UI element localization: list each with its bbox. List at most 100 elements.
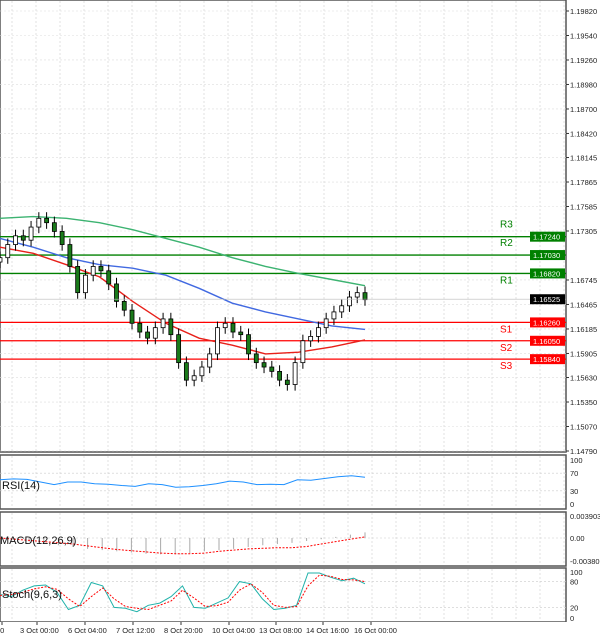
- price-tick-label: 1.17305: [570, 227, 597, 236]
- candle: [316, 321, 321, 343]
- candle-body: [106, 270, 112, 285]
- candle-body: [176, 334, 182, 364]
- candle-body: [28, 226, 34, 241]
- candle: [145, 325, 150, 345]
- candle: [308, 330, 314, 347]
- candle-body: [347, 296, 352, 307]
- candle-body: [114, 283, 119, 302]
- candle-body: [300, 340, 306, 364]
- rsi-tick-label: 30: [570, 487, 578, 496]
- candle: [323, 312, 329, 334]
- candle: [160, 312, 166, 334]
- candle-body: [316, 327, 321, 337]
- candle: [246, 328, 251, 361]
- current-price-box: [530, 294, 565, 305]
- candle-body: [331, 311, 337, 320]
- level-price-box: [530, 268, 565, 279]
- candle-body: [129, 309, 135, 324]
- candle-body: [67, 244, 73, 267]
- candle: [51, 216, 57, 238]
- time-tick-label: 16 Oct 00:00: [354, 626, 397, 635]
- candle: [261, 356, 267, 374]
- candle: [300, 334, 306, 369]
- candle: [207, 347, 213, 374]
- macd-signal-line: [0, 536, 366, 555]
- candle-body: [253, 353, 259, 364]
- price-tick-label: 1.18420: [570, 129, 597, 138]
- candle: [354, 286, 360, 304]
- stoch-tick-label: 80: [570, 578, 578, 587]
- price-tick-label: 1.15070: [570, 423, 597, 432]
- candle-body: [98, 266, 104, 272]
- rsi-label: RSI(14): [2, 480, 40, 492]
- candle-body: [5, 244, 11, 259]
- macd-tick-label: 0.00: [570, 534, 585, 543]
- moving-average-line: [0, 215, 366, 287]
- candle: [152, 321, 158, 345]
- level-price-label: 1.17030: [533, 251, 560, 260]
- stoch-tick-label: 100: [570, 568, 583, 577]
- time-tick-label: 8 Oct 20:00: [164, 626, 203, 635]
- stoch-main-line: [0, 572, 366, 613]
- candle: [106, 264, 112, 291]
- candle: [230, 317, 236, 339]
- level-price-label: 1.16260: [533, 318, 560, 327]
- candle-body: [83, 274, 88, 294]
- price-tick-label: 1.18145: [570, 154, 597, 163]
- candle-body: [323, 318, 329, 329]
- candle-body: [269, 366, 275, 372]
- candle-body: [0, 257, 3, 263]
- candle-body: [20, 235, 26, 241]
- rsi-tick-label: 70: [570, 469, 578, 478]
- candle: [168, 312, 174, 341]
- price-tick-label: 1.16465: [570, 300, 597, 309]
- candle: [222, 317, 228, 334]
- candle: [114, 277, 119, 308]
- candle: [5, 238, 11, 264]
- time-tick-label: 14 Oct 16:00: [306, 626, 349, 635]
- level-price-label: 1.17240: [533, 233, 560, 242]
- candle: [137, 317, 143, 339]
- candle: [238, 325, 244, 341]
- level-name-label: S2: [500, 343, 513, 354]
- rsi-line: [0, 475, 366, 488]
- rsi-tick-label: 100: [570, 456, 583, 465]
- macd-tick-label: -0.003807: [570, 557, 600, 566]
- level-price-box: [530, 335, 565, 346]
- candle-body: [191, 375, 197, 381]
- candle: [98, 260, 104, 277]
- level-price-label: 1.16820: [533, 269, 560, 278]
- candle: [13, 229, 18, 251]
- price-tick-label: 1.19540: [570, 31, 597, 40]
- candle-body: [75, 266, 81, 294]
- price-tick-label: 1.18700: [570, 105, 597, 114]
- candle-body: [207, 353, 213, 368]
- candle: [176, 328, 182, 369]
- candle-body: [44, 217, 49, 224]
- time-tick-label: 6 Oct 04:00: [68, 626, 107, 635]
- candle-body: [168, 318, 174, 336]
- rsi-tick-label: 0: [570, 500, 574, 509]
- candle-body: [199, 366, 205, 377]
- candle-body: [59, 231, 65, 245]
- candle-body: [308, 336, 314, 342]
- time-tick-label: 00: [0, 626, 4, 635]
- level-name-label: R1: [500, 275, 513, 286]
- candle: [36, 212, 42, 234]
- level-name-label: R3: [500, 220, 513, 231]
- candle: [199, 360, 205, 382]
- candle-body: [339, 305, 345, 313]
- candle-body: [90, 266, 96, 276]
- chart-pane-2: [0, 511, 567, 567]
- stoch-label: Stoch(9,6,3): [2, 589, 62, 601]
- time-tick-label: 3 Oct 00:00: [20, 626, 59, 635]
- candle: [215, 321, 220, 361]
- moving-average-line: [0, 237, 366, 331]
- candle: [59, 225, 65, 251]
- price-tick-label: 1.19820: [570, 7, 597, 16]
- candle-body: [51, 222, 57, 232]
- level-price-box: [530, 250, 565, 261]
- candle: [292, 356, 298, 391]
- candle-body: [137, 322, 143, 333]
